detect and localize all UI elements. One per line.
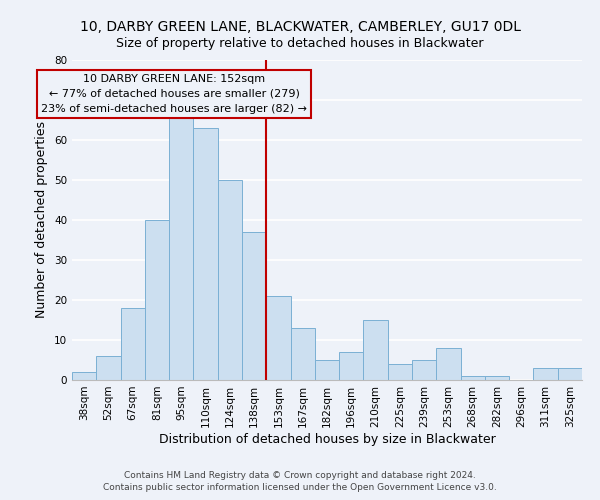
Bar <box>533 368 558 380</box>
X-axis label: Distribution of detached houses by size in Blackwater: Distribution of detached houses by size … <box>158 432 496 446</box>
Text: Contains HM Land Registry data © Crown copyright and database right 2024.
Contai: Contains HM Land Registry data © Crown c… <box>103 471 497 492</box>
Bar <box>461 376 485 380</box>
Bar <box>193 128 218 380</box>
Text: Size of property relative to detached houses in Blackwater: Size of property relative to detached ho… <box>116 38 484 51</box>
Bar <box>290 328 315 380</box>
Text: 10 DARBY GREEN LANE: 152sqm
← 77% of detached houses are smaller (279)
23% of se: 10 DARBY GREEN LANE: 152sqm ← 77% of det… <box>41 74 307 114</box>
Bar <box>218 180 242 380</box>
Bar <box>96 356 121 380</box>
Bar <box>266 296 290 380</box>
Y-axis label: Number of detached properties: Number of detached properties <box>35 122 49 318</box>
Bar <box>388 364 412 380</box>
Bar <box>485 376 509 380</box>
Bar <box>145 220 169 380</box>
Bar <box>242 232 266 380</box>
Bar <box>364 320 388 380</box>
Text: 10, DARBY GREEN LANE, BLACKWATER, CAMBERLEY, GU17 0DL: 10, DARBY GREEN LANE, BLACKWATER, CAMBER… <box>79 20 521 34</box>
Bar <box>436 348 461 380</box>
Bar <box>72 372 96 380</box>
Bar <box>412 360 436 380</box>
Bar <box>121 308 145 380</box>
Bar <box>315 360 339 380</box>
Bar <box>169 116 193 380</box>
Bar <box>558 368 582 380</box>
Bar <box>339 352 364 380</box>
